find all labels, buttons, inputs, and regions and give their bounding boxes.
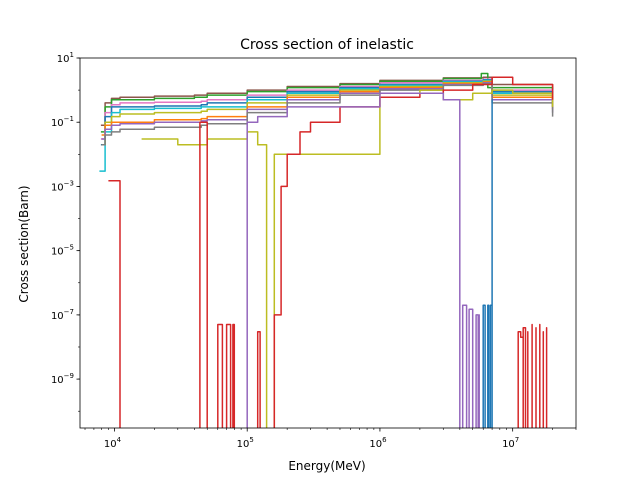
y-tick-label: 10−1: [51, 115, 74, 129]
x-tick-label: 106: [369, 436, 387, 450]
x-ticks: 104 105 106 107: [84, 428, 577, 450]
series-line-15: [517, 323, 548, 428]
plot-frame: [79, 57, 577, 429]
series-line-16: [246, 92, 480, 428]
series-line-0: [100, 76, 554, 127]
series-line-14: [273, 76, 554, 428]
y-tick-label: 10−5: [51, 244, 74, 258]
x-tick-label: 104: [104, 436, 122, 450]
y-axis-label: Cross section(Barn): [17, 185, 31, 302]
x-tick-label: 105: [237, 436, 254, 450]
y-tick-label: 101: [57, 51, 74, 65]
y-tick-label: 10−9: [51, 372, 74, 386]
x-tick-label: 107: [502, 436, 519, 450]
series-line-9: [141, 89, 554, 428]
series-line-13: [256, 330, 261, 428]
series-line-4: [99, 79, 554, 172]
series-line-1: [100, 72, 554, 133]
y-ticks: 10−9 10−7 10−5 10−3 10−1 101: [51, 51, 80, 412]
series-line-17: [482, 99, 493, 428]
series-line-10: [108, 180, 121, 428]
series-line-11: [199, 121, 208, 428]
y-tick-label: 10−3: [51, 179, 74, 193]
series-layer: [99, 72, 554, 428]
series-line-12: [217, 323, 236, 428]
y-tick-label: 10−7: [51, 308, 74, 322]
chart-title: Cross section of inelastic: [240, 37, 414, 53]
x-axis-label: Energy(MeV): [288, 459, 365, 473]
